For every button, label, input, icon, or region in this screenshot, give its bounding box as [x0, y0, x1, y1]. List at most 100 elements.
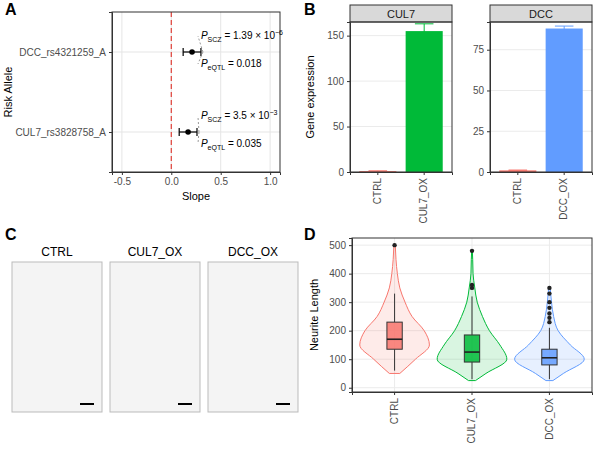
- error-cap: [555, 30, 574, 31]
- panel-letter: D: [304, 226, 316, 243]
- annotation: PeQTL = 0.035: [201, 138, 262, 152]
- box: [387, 322, 402, 349]
- grid-line: [112, 132, 280, 133]
- error-cap: [415, 38, 434, 39]
- tick-label: CUL7_OX: [418, 178, 429, 224]
- error-cap: [369, 170, 388, 171]
- tick-mark: [349, 388, 352, 389]
- tick-mark: [347, 81, 350, 82]
- y-axis: DCC_rs4321259_A CUL7_rs3828758_A: [15, 13, 112, 173]
- axis-line: [113, 173, 281, 176]
- panel-letter: B: [304, 1, 316, 18]
- image: [208, 262, 298, 412]
- tick-label: -0.5: [114, 176, 132, 187]
- tick: CUL7_OX: [466, 392, 477, 444]
- tick-mark: [221, 172, 222, 175]
- scale-bar: [80, 403, 94, 405]
- bar: [546, 29, 583, 172]
- axis-line: [351, 173, 453, 176]
- tick-mark: [109, 132, 112, 133]
- tick: CTRL: [389, 392, 400, 424]
- tick-label: 0: [340, 382, 346, 393]
- y-axis: 0100200300400500: [329, 239, 352, 394]
- tick: 300: [329, 297, 352, 308]
- tick-mark: [487, 50, 490, 51]
- tick-mark: [349, 245, 352, 246]
- tick-label: 25: [473, 126, 485, 137]
- x-axis: -0.50.00.51.0: [113, 172, 281, 187]
- scale-bar: [276, 403, 290, 405]
- annotation-subscript: SCZ: [208, 36, 223, 43]
- tick: 75: [473, 44, 490, 55]
- tick-label: 100: [329, 354, 346, 365]
- outlier: [547, 300, 551, 304]
- panel-letter: C: [5, 226, 17, 243]
- point: [185, 129, 191, 135]
- tick: 50: [473, 85, 490, 96]
- tick: CUL7_rs3828758_A: [15, 127, 112, 138]
- tick: 100: [329, 354, 352, 365]
- x-axis: CTRL CUL7_OX: [351, 172, 453, 224]
- axis-title: Slope: [182, 190, 210, 202]
- plot-frame: [352, 238, 592, 392]
- tick: DCC_OX: [544, 392, 555, 440]
- annotation-exponent: −6: [275, 29, 283, 36]
- axis-line: [349, 239, 353, 393]
- whisker: [472, 296, 473, 335]
- tick-mark: [349, 359, 352, 360]
- leader-line: [198, 116, 199, 132]
- strip: [490, 5, 592, 22]
- tick: 25: [473, 126, 490, 137]
- annotation-text: = 1.39 × 10: [222, 30, 276, 41]
- error-cap: [509, 170, 528, 171]
- tick-mark: [487, 90, 490, 91]
- tick-label: 500: [329, 240, 346, 251]
- whisker: [472, 362, 473, 379]
- whisker: [549, 365, 550, 379]
- point: [189, 49, 195, 55]
- axis-title: Risk Allele: [2, 67, 14, 118]
- plot-frame: [490, 22, 592, 172]
- error-bar: [415, 24, 434, 39]
- tick-label: CTRL: [512, 178, 523, 205]
- outlier: [547, 311, 551, 315]
- median: [387, 338, 402, 340]
- tick-mark: [517, 172, 518, 175]
- annotation: PSCZ = 1.39 × 10−6: [201, 29, 283, 43]
- tick: DCC_rs4321259_A: [19, 47, 112, 58]
- violin: [360, 245, 430, 373]
- tick-label: 400: [329, 268, 346, 279]
- grid-line: [171, 12, 172, 172]
- x-axis: CTRL CUL7_OX DCC_OX: [353, 392, 593, 444]
- error-bar: [555, 26, 574, 31]
- tick: 50: [333, 121, 350, 132]
- median: [542, 357, 557, 359]
- error-cap: [179, 128, 180, 136]
- tick-mark: [349, 274, 352, 275]
- tick: 0.5: [214, 172, 228, 187]
- tick-label: 75: [473, 44, 485, 55]
- tick-label: 0.5: [214, 176, 228, 187]
- outlier: [392, 243, 396, 247]
- leader-line: [198, 132, 199, 144]
- tick-label: CTRL: [372, 178, 383, 205]
- axis-title: Gene expression: [304, 55, 316, 138]
- tick-mark: [347, 172, 350, 173]
- grid-line: [121, 12, 122, 172]
- axis-line: [353, 393, 593, 396]
- panel-letter: A: [5, 1, 17, 18]
- tick-mark: [109, 52, 112, 53]
- error-cap: [183, 48, 184, 56]
- tick: 0: [338, 167, 350, 178]
- axis-line: [109, 13, 113, 173]
- marks: [499, 26, 582, 172]
- outlier: [470, 249, 474, 253]
- tick: CUL7_OX: [418, 172, 429, 224]
- image-title: CTRL: [41, 245, 73, 259]
- error-stem: [424, 24, 425, 39]
- tick-label: DCC_OX: [544, 398, 555, 440]
- outlier: [547, 291, 551, 295]
- tick-mark: [487, 172, 490, 173]
- box: [464, 335, 479, 362]
- tick: DCC_OX: [558, 172, 569, 220]
